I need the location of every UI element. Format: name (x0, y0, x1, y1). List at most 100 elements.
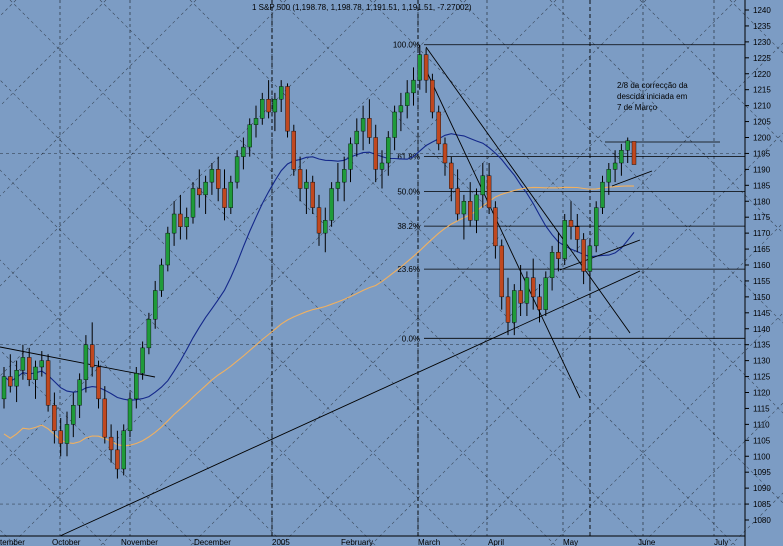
price-tick-label: 1185 (753, 181, 771, 190)
grid-diagonal-up (0, 0, 467, 467)
candle-down (222, 188, 227, 208)
candle-down (96, 366, 101, 400)
price-tick-label: 1215 (753, 86, 771, 95)
candle-down (449, 162, 454, 189)
candle-up (127, 398, 133, 431)
candle-up (461, 201, 467, 215)
candle-down (468, 201, 473, 221)
candle-up (20, 357, 26, 371)
candle-down (266, 99, 271, 113)
price-tick-label: 1130 (753, 357, 771, 366)
candle-up (165, 232, 171, 266)
fib-label: 0.0% (402, 334, 420, 343)
candle-up (512, 290, 517, 323)
time-axis-label: May (563, 538, 578, 546)
price-tick-label: 1135 (753, 341, 771, 350)
time-axis-label: April (488, 538, 504, 546)
candle-up (140, 347, 145, 374)
candle-up (83, 344, 89, 380)
price-tick-label: 1155 (753, 277, 771, 286)
candle-up (587, 245, 593, 272)
time-axis-label: December (194, 538, 231, 546)
fib-label: 38.2% (397, 222, 420, 231)
price-tick-label: 1225 (753, 54, 771, 63)
candle-up (203, 181, 208, 196)
candle-down (442, 143, 448, 164)
price-tick-label: 1105 (753, 436, 771, 445)
candle-up (39, 360, 44, 368)
candle-up (474, 194, 479, 221)
fib-label: 100.0% (393, 41, 420, 50)
candle-up (329, 188, 334, 221)
grid-diagonal-down (0, 349, 197, 546)
candle-up (405, 92, 410, 106)
grid-diagonal-up (549, 312, 783, 546)
time-axis-label: tember (0, 538, 25, 546)
candle-up (304, 181, 309, 189)
fib-label: 50.0% (397, 187, 420, 196)
price-tick-label: 1110 (753, 420, 770, 429)
candle-up (159, 264, 164, 291)
candle-down (52, 405, 57, 431)
moving-average-short (3, 133, 635, 401)
candle-up (392, 111, 397, 138)
annotation-line-3: 7 de Março (617, 103, 658, 112)
price-tick-label: 1175 (753, 213, 771, 222)
short-uptrend (559, 239, 641, 271)
time-axis-label: 2005 (272, 538, 290, 546)
candle-up (379, 162, 385, 170)
candle-down (537, 296, 542, 310)
recent-uptrend (611, 170, 653, 187)
candle-up (480, 175, 485, 196)
grid-diagonal-up (0, 0, 287, 287)
channel-lower (425, 69, 581, 399)
candle-up (606, 169, 611, 183)
candle-down (631, 141, 637, 165)
candle-up (171, 213, 177, 234)
candle-up (600, 181, 605, 208)
candle-down (197, 188, 202, 196)
candle-up (279, 86, 284, 100)
price-tick-label: 1115 (753, 404, 770, 413)
candle-up (612, 162, 618, 170)
fib-label: 23.6% (397, 265, 420, 274)
candle-down (518, 290, 523, 304)
time-axis-label: November (121, 538, 158, 546)
candle-up (228, 181, 234, 208)
grid-diagonal-up (189, 0, 737, 546)
candle-up (33, 366, 38, 380)
candle-up (234, 156, 240, 183)
candle-down (316, 207, 322, 234)
grid-diagonal-up (99, 0, 647, 546)
candle-up (247, 124, 252, 148)
candle-up (594, 207, 599, 247)
candle-up (562, 220, 567, 259)
price-axis: 1080 1085 1090 1095 1100 1105 1110 1115 1120 1125… (744, 0, 771, 546)
candle-up (184, 216, 189, 227)
price-tick-label: 1100 (753, 452, 771, 461)
candle-up (146, 318, 152, 349)
candle-up (348, 143, 353, 170)
candle-down (436, 111, 441, 145)
candle-up (71, 405, 76, 425)
candle-down (499, 245, 504, 298)
time-axis-label: July (714, 538, 728, 546)
candle-down (58, 430, 63, 444)
candle-up (260, 99, 265, 119)
candle-down (568, 220, 574, 227)
candle-down (89, 344, 95, 368)
candle-down (115, 449, 120, 470)
candle-up (323, 220, 328, 234)
candle-up (64, 424, 70, 444)
grid-diagonal-down (549, 0, 783, 234)
price-tick-label: 1210 (753, 102, 771, 111)
price-tick-label: 1120 (753, 389, 771, 398)
price-tick-label: 1095 (753, 468, 771, 477)
candle-down (45, 360, 51, 406)
price-tick-label: 1085 (753, 500, 771, 509)
price-tick-label: 1180 (753, 197, 771, 206)
candle-up (209, 169, 215, 183)
time-axis-label: February (341, 538, 373, 546)
candle-down (8, 376, 13, 387)
candle-down (423, 54, 429, 81)
